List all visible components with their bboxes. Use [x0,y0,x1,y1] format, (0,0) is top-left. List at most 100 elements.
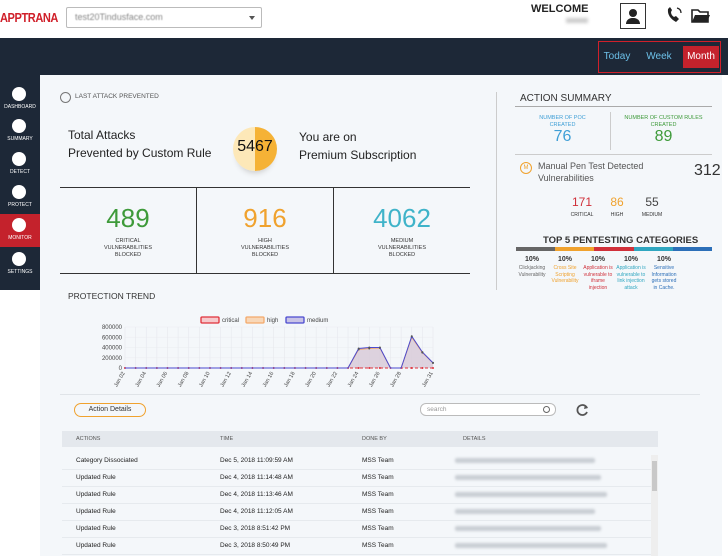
scrollbar[interactable] [651,455,658,556]
blocked-box: 489 CRITICAL VULNERABILITIES BLOCKED [60,187,196,273]
action-details-button[interactable]: Action Details [74,403,146,417]
sidebar-label: DETECT [10,169,30,175]
details-blur [455,509,595,514]
search-icon [543,406,550,413]
total: 5467 [237,138,273,155]
x-tick-label: Jan 20 [304,371,317,388]
poc-label: NUMBER OF POC CREATED [539,115,586,128]
point [378,346,381,349]
category-percent: 10% [623,256,638,263]
cell: Category Dissociated [76,457,138,464]
severity: 86 HIGH [600,195,634,218]
pentest-category: 10% Application is vulnerable to iframe i… [583,256,613,291]
cell: Updated Rule [76,474,116,481]
table-row: Updated Rule Dec 4, 2018 11:14:48 AM MSS T… [62,469,658,487]
sidebar-item[interactable]: DETECT [0,148,40,181]
sidebar-item[interactable]: SUMMARY [0,115,40,148]
point [357,367,360,369]
cell: Dec 4, 2018 11:13:46 AM [220,491,293,498]
line [125,335,434,369]
blocked-label: CRITICAL VULNERABILITIES BLOCKED [104,238,152,258]
severity: 171 CRITICAL [565,195,599,218]
blocked-count: 916 [243,203,287,233]
phone-icon[interactable] [664,5,684,25]
period-button[interactable]: Today [603,51,631,62]
category-percent: 10% [656,256,671,263]
table-row: Updated Rule Dec 4, 2018 11:12:05 AM MSS T… [62,503,658,521]
rules-label: NUMBER OF CUSTOM RULES CREATED [624,115,703,128]
search-placeholder: search [427,406,447,413]
x-tick-label: Jan 04 [135,371,148,388]
sidebar-icon [12,87,26,101]
point [410,367,413,369]
period-button[interactable]: Month [683,46,719,68]
table-row: Updated Rule Dec 3, 2018 8:50:49 PM MSS Te… [62,537,658,555]
legend-swatch [285,316,305,324]
sidebar-item[interactable]: SETTINGS [0,248,40,281]
legend-swatch [245,316,265,324]
sidebar-item[interactable]: DASHBOARD [0,83,40,116]
x-tick-label: Jan 28 [389,371,402,388]
top5-segment [672,247,713,251]
x-tick-label: Jan 24 [347,371,360,388]
point [410,335,413,338]
cell: Updated Rule [76,525,116,532]
cell: MSS Team [362,457,394,464]
refresh-icon[interactable] [576,403,590,417]
y-tick-label: 800000 [102,325,123,331]
y-tick-label: 200000 [102,356,123,362]
point [421,351,424,354]
poc-box: NUMBER OF POC CREATED 76 [515,112,611,150]
legend-label: critical [222,318,239,324]
top5-segment [633,247,673,251]
details-blur [455,492,607,497]
category-label: Cross Site Scripting Vulnerability [551,265,579,284]
domain-select[interactable]: test20Tindusface.com [66,7,262,28]
sidebar-label: PROTECT [8,202,32,208]
sidebar-item[interactable]: PROTECT [0,181,40,214]
divider [515,106,712,107]
point [368,346,371,349]
category-percent: 10% [557,256,572,263]
legend-label: medium [307,318,328,324]
subscription: Premium Subscription [299,148,417,162]
rules: 89 [654,128,673,145]
summary-title: ACTION SUMMARY [520,93,612,104]
sidebar-label: SETTINGS [7,269,33,275]
poc: 76 [553,128,572,145]
point [421,367,424,369]
severity-label: MEDIUM [641,212,663,218]
divider [515,154,712,155]
folder-icon[interactable] [690,5,712,25]
x-tick-label: Jan 02 [113,371,126,388]
sidebar-item[interactable]: MONITOR [0,214,40,247]
divider [496,92,497,290]
category-label: Clickjacking Vulnerability [518,265,546,278]
details-blur [455,543,607,548]
y-tick-label: 600000 [102,335,123,341]
welcome: WELCOME [531,3,589,15]
sidebar: DASHBOARD SUMMARY DETECT PROTECT MONITOR SETT… [0,75,40,290]
cell: MSS Team [362,542,394,549]
severity-count: 86 [610,195,624,209]
x-tick-label: Jan 06 [156,371,169,388]
cell: Updated Rule [76,491,116,498]
details-blur [455,458,595,463]
severity: 55 MEDIUM [635,195,669,218]
search-box[interactable]: search [420,403,556,416]
main-panel [40,75,722,556]
severity-count: 55 [645,195,659,209]
period-button[interactable]: Week [646,51,672,62]
category-percent: 10% [590,256,605,263]
cell: Dec 4, 2018 11:14:48 AM [220,474,293,481]
severity-label: HIGH [610,212,624,218]
category-label: Application is vulnerable to link inject… [616,265,646,291]
severity-label: CRITICAL [570,212,594,218]
x-tick-label: Jan 08 [177,371,190,388]
sidebar-label: SUMMARY [7,136,33,142]
column-header: ACTIONS [76,436,101,442]
blocked-box: 916 HIGH VULNERABILITIES BLOCKED [197,187,333,273]
cell: Dec 3, 2018 8:51:42 PM [220,525,291,532]
cell: Dec 4, 2018 11:12:05 AM [220,508,293,515]
user-icon[interactable] [620,3,646,29]
